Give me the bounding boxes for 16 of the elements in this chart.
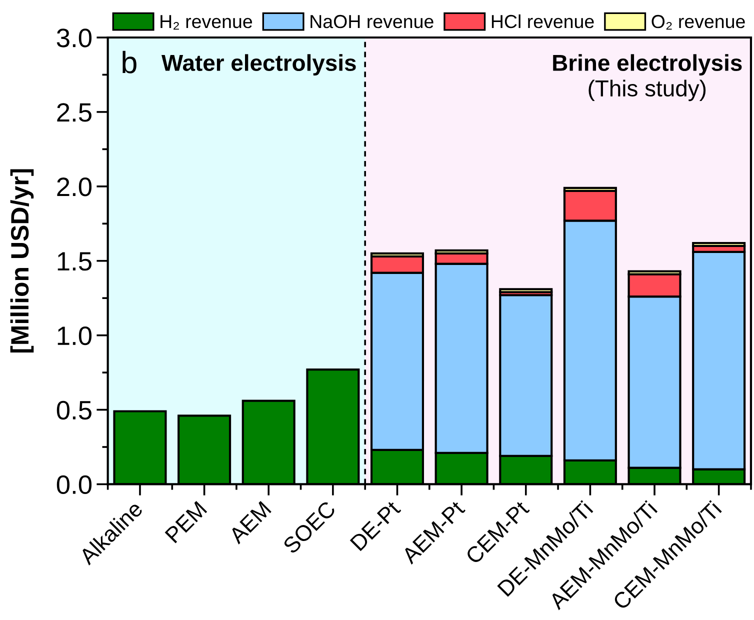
legend-label: O₂ revenue <box>652 14 745 30</box>
bar <box>499 288 553 294</box>
y-tick-label: 1.5 <box>58 252 92 271</box>
y-axis-title: [Million USD/yr] <box>10 169 34 353</box>
band-label: Brine electrolysis (This study) <box>553 54 742 102</box>
y-tick-label: 1.0 <box>58 326 92 346</box>
annotation: b <box>122 50 136 74</box>
legend-label: H₂ revenue <box>160 15 252 30</box>
band-label: Water electrolysis <box>161 54 356 76</box>
y-tick-label: 0.0 <box>56 475 92 494</box>
y-tick-label: 0.5 <box>56 400 92 420</box>
legend-label: NaOH revenue <box>310 14 434 28</box>
y-tick-label: 2.5 <box>57 103 92 122</box>
y-tick-label: 2.0 <box>57 178 92 196</box>
legend-label: HCl revenue <box>492 14 594 28</box>
y-tick-label: 3.0 <box>56 28 92 48</box>
